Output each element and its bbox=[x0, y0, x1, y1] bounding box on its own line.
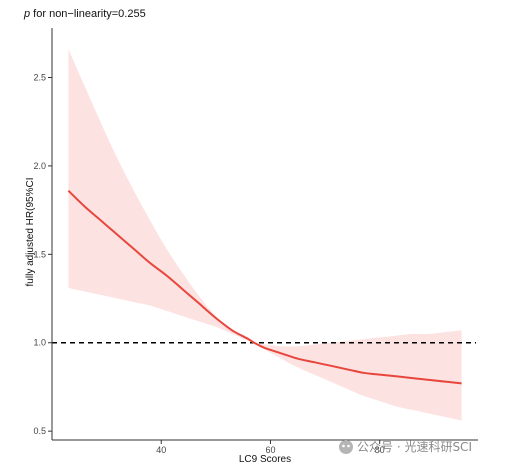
plot-title: p for non−linearity=0.255 bbox=[23, 8, 146, 20]
wechat-icon-eye-right bbox=[347, 444, 350, 448]
plot-title-text: for non−linearity=0.255 bbox=[30, 8, 146, 20]
axes-layer bbox=[51, 28, 478, 441]
y-tick-label: 0.5 bbox=[33, 426, 46, 436]
wechat-icon-eye-left bbox=[342, 444, 345, 448]
y-tick-label: 1.5 bbox=[33, 249, 46, 259]
plot-title-p: p bbox=[23, 8, 30, 20]
watermark: 公众号 · 光速科研SCI bbox=[339, 440, 472, 454]
y-tick-label: 2.0 bbox=[33, 161, 46, 171]
watermark-text: 公众号 · 光速科研SCI bbox=[357, 440, 472, 454]
y-axis-title: fully adjusted HR(95%CI bbox=[25, 178, 36, 287]
confidence-band-layer bbox=[68, 49, 462, 421]
hr-curve-layer bbox=[67, 189, 462, 385]
y-tick-label: 1.0 bbox=[33, 338, 46, 348]
y-tick-label: 2.5 bbox=[33, 73, 46, 83]
ticks-layer: 40 60 80 0.5 1.0 1.5 2.0 2.5 bbox=[33, 73, 384, 455]
confidence-band bbox=[68, 49, 462, 421]
x-axis-title: LC9 Scores bbox=[239, 454, 291, 465]
x-tick-label: 40 bbox=[156, 445, 166, 455]
x-tick-label: 80 bbox=[375, 445, 385, 455]
wechat-icon bbox=[339, 440, 353, 454]
x-tick-label: 60 bbox=[265, 445, 275, 455]
hr-curve bbox=[67, 189, 462, 385]
